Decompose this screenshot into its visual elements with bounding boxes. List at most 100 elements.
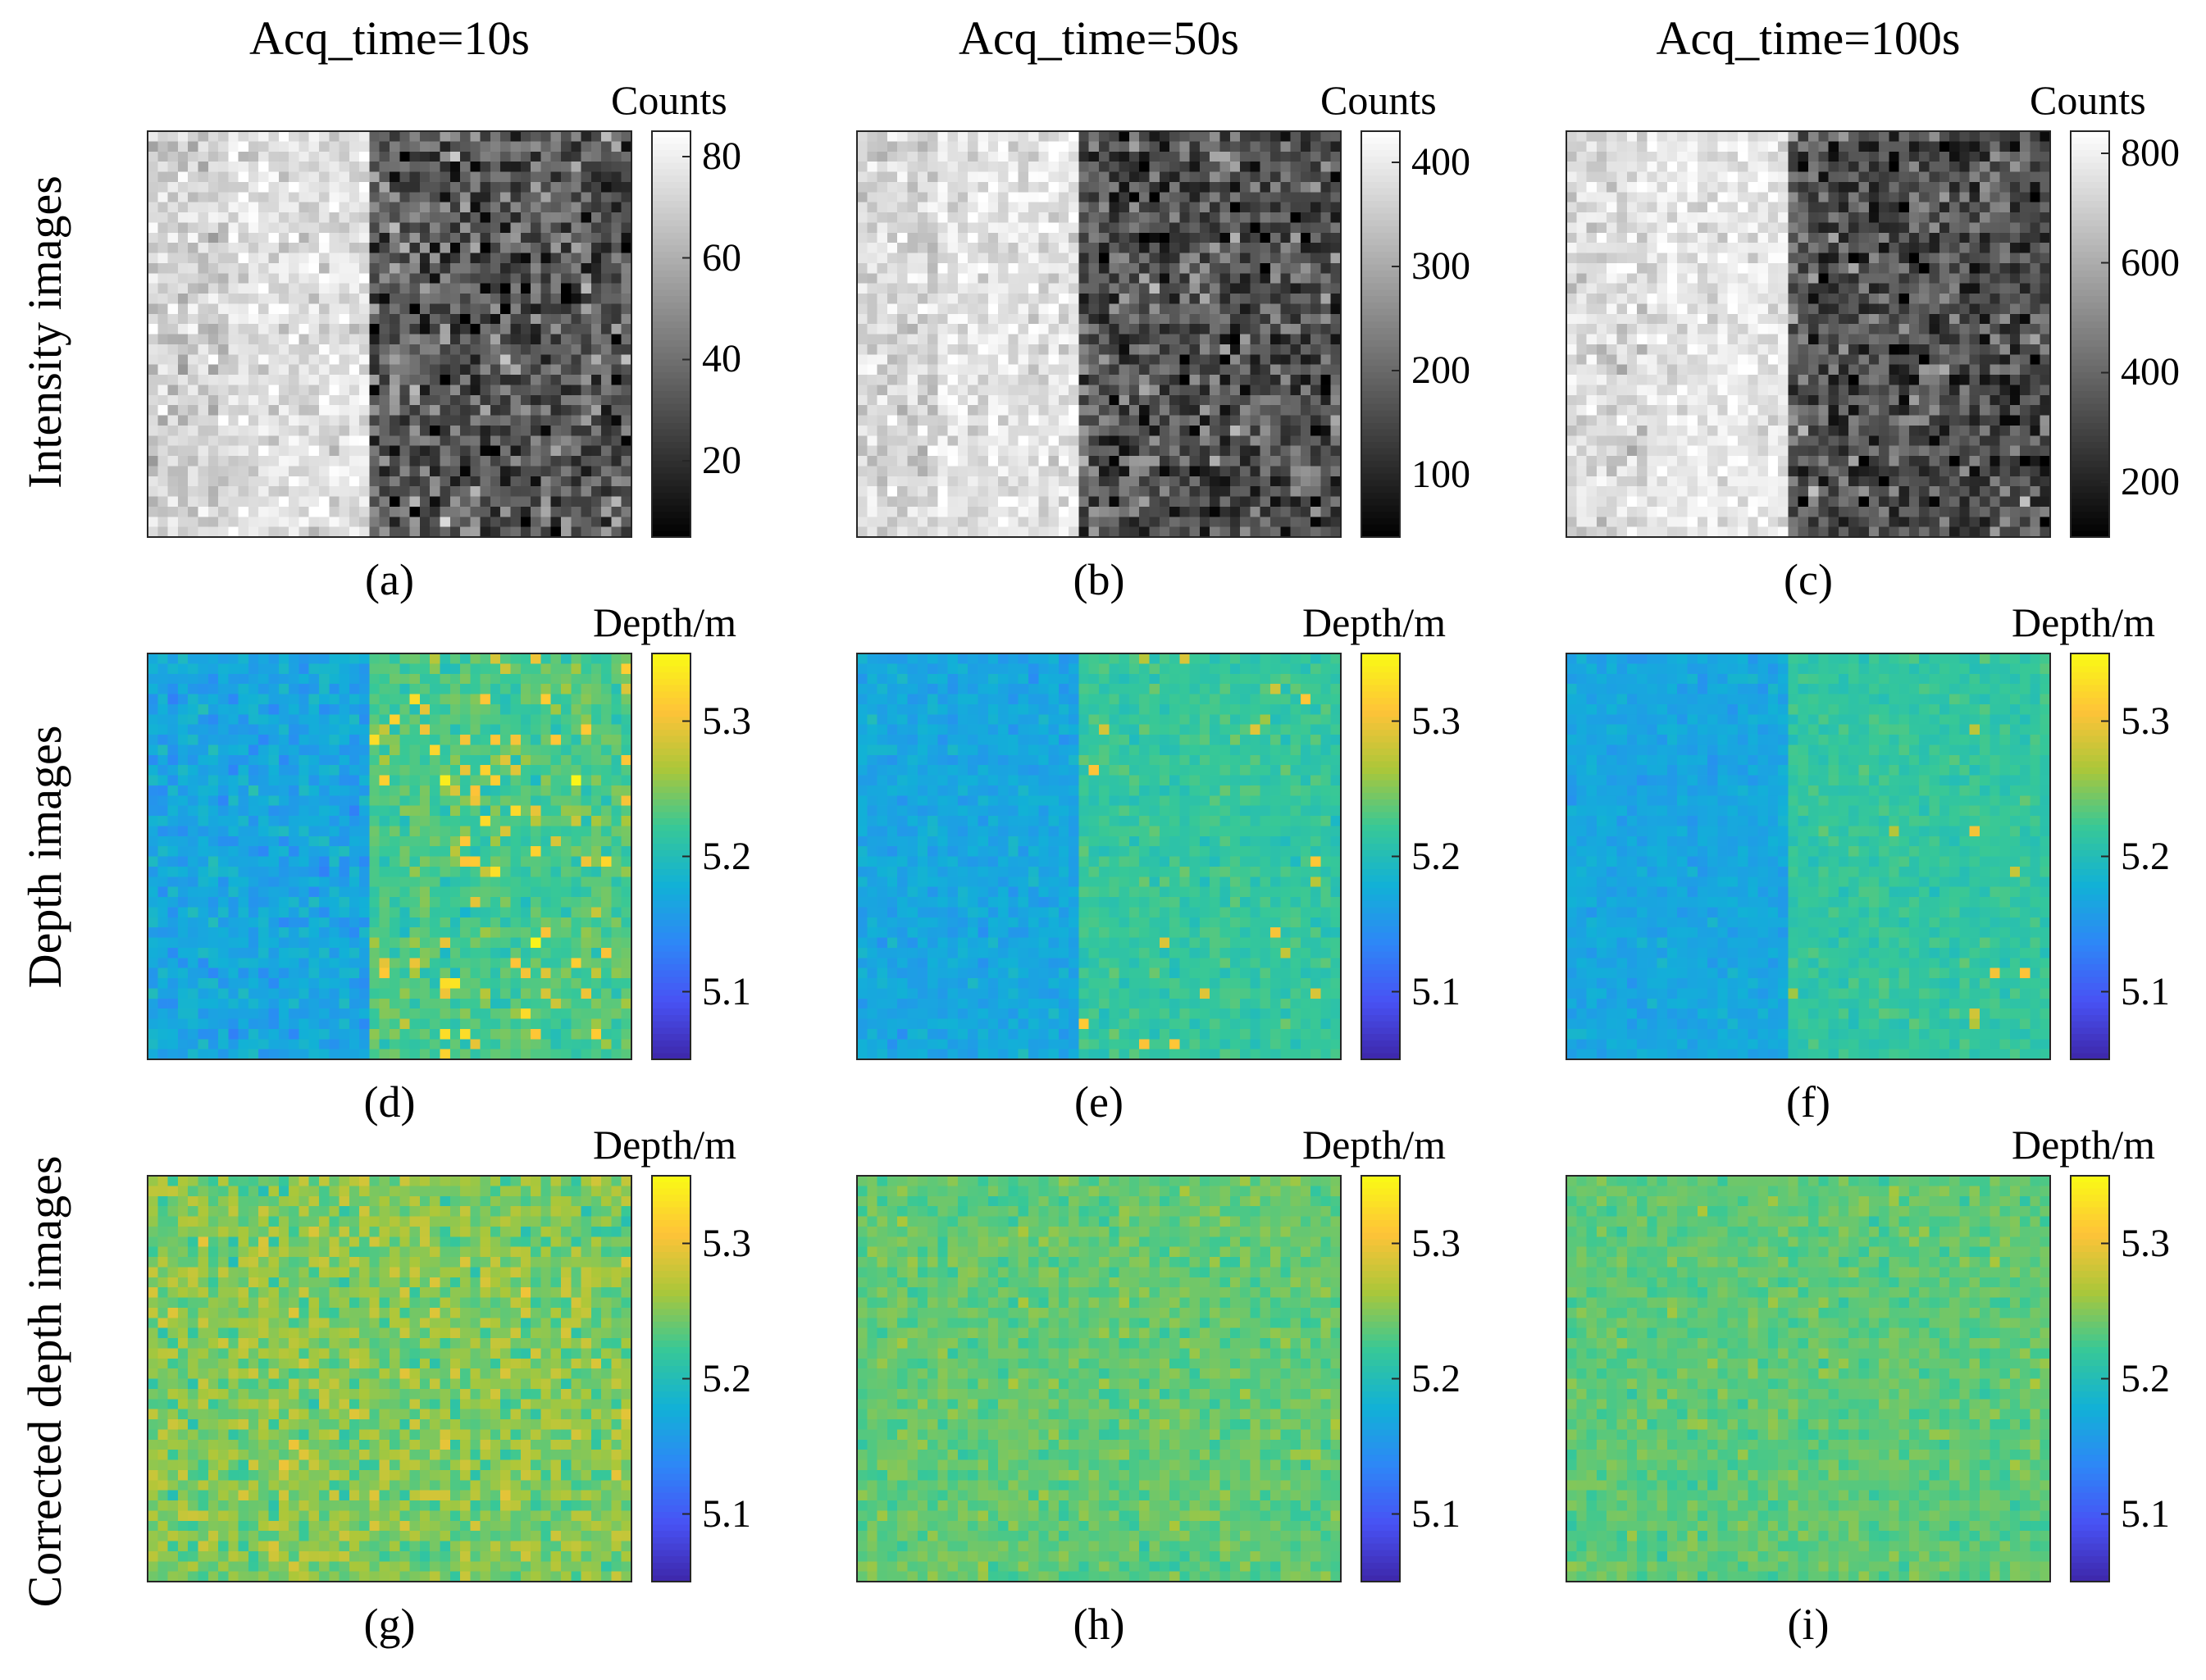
heatmap-cell [1139, 303, 1150, 314]
heatmap-cell [998, 456, 1009, 467]
heatmap-cell [279, 517, 289, 527]
heatmap-cell [611, 212, 622, 223]
heatmap-cell [1677, 303, 1688, 314]
heatmap-cell [867, 527, 877, 538]
heatmap-cell [269, 141, 280, 152]
heatmap-cell [319, 131, 330, 142]
heatmap-cell [1280, 172, 1291, 183]
heatmap-cell [2020, 141, 2031, 152]
heatmap-cell [998, 294, 1009, 304]
heatmap-cell [430, 476, 440, 487]
heatmap-cell [228, 507, 239, 517]
heatmap-cell [601, 131, 612, 142]
heatmap-cell [1078, 192, 1089, 203]
heatmap-cell [1627, 172, 1638, 183]
heatmap-cell [601, 141, 612, 152]
heatmap-cell [1069, 203, 1079, 213]
heatmap-cell [540, 172, 551, 183]
heatmap-cell [1331, 426, 1342, 436]
heatmap-cell [601, 354, 612, 365]
heatmap-cell [611, 141, 622, 152]
heatmap-cell [1331, 466, 1342, 476]
heatmap-cell [1078, 527, 1089, 538]
heatmap-cell [1808, 314, 1819, 325]
heatmap-cell [1049, 476, 1060, 487]
heatmap-cell [1028, 222, 1039, 233]
heatmap-cell [1038, 314, 1049, 325]
heatmap-cell [369, 263, 380, 274]
heatmap-cell [1858, 182, 1869, 193]
heatmap-cell [1270, 131, 1281, 142]
heatmap-cell [1250, 426, 1260, 436]
heatmap-cell [1889, 273, 1899, 284]
heatmap-cell [1109, 416, 1119, 426]
heatmap-cell [1657, 294, 1668, 304]
heatmap-cell [1647, 141, 1657, 152]
heatmap-cell [1210, 486, 1220, 497]
heatmap-cell [1839, 243, 1849, 253]
heatmap-cell [450, 273, 461, 284]
heatmap-cell [1089, 476, 1100, 487]
heatmap-cell [1657, 131, 1668, 142]
heatmap-cell [1190, 344, 1201, 355]
heatmap-cell [948, 253, 959, 264]
heatmap-cell [1829, 294, 1839, 304]
heatmap-cell [571, 131, 581, 142]
heatmap-cell [561, 303, 572, 314]
colorbar-step [1361, 220, 1400, 227]
heatmap-cell [399, 294, 410, 304]
heatmap-cell [258, 395, 269, 406]
colorbar-step [652, 366, 691, 373]
heatmap-cell [340, 131, 350, 142]
heatmap-cell [228, 344, 239, 355]
column-title-10s: Acq_time=10s [103, 10, 677, 67]
heatmap-cell [1829, 314, 1839, 325]
heatmap-cell [1078, 162, 1089, 172]
heatmap-cell [1059, 203, 1069, 213]
heatmap-cell [1930, 273, 1940, 284]
heatmap-cell [1230, 263, 1241, 274]
heatmap-cell [1627, 141, 1638, 152]
heatmap-cell [299, 446, 309, 457]
heatmap-cell [988, 344, 999, 355]
heatmap-cell [178, 527, 189, 538]
heatmap-cell [591, 456, 602, 467]
heatmap-cell [1616, 212, 1627, 223]
heatmap-cell [1240, 212, 1251, 223]
heatmap-cell [1260, 375, 1271, 385]
heatmap-cell [571, 192, 581, 203]
heatmap-cell [918, 435, 928, 446]
heatmap-cell [1597, 131, 1607, 142]
heatmap-cell [2020, 233, 2031, 244]
heatmap-cell [1919, 212, 1930, 223]
heatmap-cell [1848, 233, 1859, 244]
heatmap-cell [359, 303, 370, 314]
heatmap-cell [937, 466, 948, 476]
heatmap-cell [591, 344, 602, 355]
heatmap-cell [157, 324, 168, 335]
heatmap-cell [1139, 335, 1150, 345]
heatmap-cell [1190, 527, 1201, 538]
heatmap-cell [1748, 152, 1758, 162]
heatmap-cell [1210, 273, 1220, 284]
heatmap-cell [299, 507, 309, 517]
heatmap-cell [551, 507, 562, 517]
heatmap-cell [460, 446, 471, 457]
heatmap-cell [1099, 446, 1110, 457]
heatmap-cell [561, 294, 572, 304]
heatmap-cell [1291, 162, 1301, 172]
heatmap-cell [877, 141, 888, 152]
heatmap-cell [1657, 172, 1668, 183]
heatmap-cell [1139, 314, 1150, 325]
heatmap-cell [1038, 435, 1049, 446]
heatmap-cell [490, 253, 501, 264]
heatmap-cell [2030, 212, 2040, 223]
heatmap-cell [1566, 182, 1577, 193]
heatmap-cell [1879, 192, 1889, 203]
heatmap-cell [1291, 273, 1301, 284]
heatmap-cell [511, 395, 522, 406]
heatmap-cell [1059, 335, 1069, 345]
heatmap-c [1566, 131, 2050, 537]
heatmap-cell [1200, 456, 1210, 467]
heatmap-cell [329, 131, 340, 142]
